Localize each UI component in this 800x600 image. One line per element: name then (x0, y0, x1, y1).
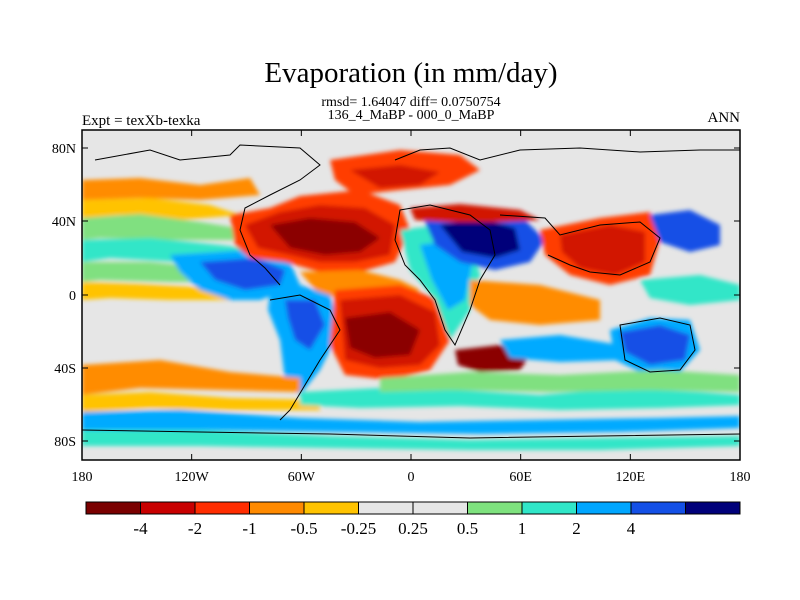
colorbar-label: 4 (627, 519, 636, 538)
evaporation-field (82, 130, 740, 460)
colorbar: -4 -2 -1 -0.5 -0.25 0.25 0.5 1 2 4 (85, 501, 741, 538)
field-patch (270, 218, 380, 255)
coastlines (82, 144, 740, 439)
field-patch (300, 388, 740, 410)
field-patch (470, 280, 600, 325)
colorbar-label: -4 (133, 519, 148, 538)
colorbar-swatch (412, 501, 468, 515)
field-patch (82, 198, 240, 220)
colorbar-swatch (521, 501, 577, 515)
colorbar-swatch (140, 501, 196, 515)
colorbar-swatch (358, 501, 414, 515)
field-patch (82, 178, 260, 200)
colorbar-label: 1 (518, 519, 527, 538)
x-tick-label: 0 (408, 470, 415, 485)
x-tick-label: 60W (288, 470, 316, 485)
colorbar-label: -1 (242, 519, 256, 538)
field-patch (650, 210, 720, 252)
field-patch (440, 218, 520, 258)
colorbar-swatch (303, 501, 359, 515)
colorbar-label: -2 (188, 519, 202, 538)
experiment-label: Expt = texXb-texka (82, 113, 201, 129)
field-patch (82, 360, 300, 395)
stats-line: rmsd= 1.64047 diff= 0.0750754 (321, 95, 500, 110)
field-patch (82, 214, 250, 240)
field-patch (82, 282, 260, 300)
x-tick-label: 60E (509, 470, 532, 485)
y-tick-label: 0 (69, 289, 76, 304)
field-patch (560, 225, 645, 275)
field-patch (350, 165, 440, 188)
field-patch (200, 258, 285, 290)
colorbar-swatch (467, 501, 523, 515)
colorbar-swatch (685, 501, 741, 515)
colorbar-swatch (630, 501, 686, 515)
field-patch (82, 392, 320, 412)
field-patch (620, 325, 690, 365)
axis-ticks: 80N 40N 0 40S 80S 180 120W 60W 0 60E 120E 180 (52, 130, 751, 485)
colorbar-swatch (576, 501, 632, 515)
x-tick-label: 180 (730, 470, 751, 485)
x-tick-label: 120E (616, 470, 646, 485)
colorbar-label: 0.5 (457, 519, 478, 538)
field-patch (640, 275, 740, 305)
colorbar-swatch (249, 501, 305, 515)
field-patch (285, 300, 325, 350)
field-patch (380, 370, 740, 392)
x-tick-label: 180 (72, 470, 93, 485)
y-tick-label: 80S (54, 435, 76, 450)
colorbar-swatch (85, 501, 141, 515)
field-patch (82, 430, 740, 450)
x-tick-label: 120W (175, 470, 210, 485)
y-tick-label: 40S (54, 362, 76, 377)
season-label: ANN (708, 110, 741, 126)
subtitle: 136_4_MaBP - 000_0_MaBP (328, 108, 495, 123)
field-patch (345, 312, 420, 358)
field-patch (500, 335, 620, 362)
y-tick-label: 40N (52, 215, 76, 230)
colorbar-label: -0.25 (341, 519, 376, 538)
field-patch (82, 410, 740, 434)
colorbar-label: -0.5 (291, 519, 318, 538)
colorbar-label: 0.25 (398, 519, 428, 538)
y-tick-label: 80N (52, 142, 76, 157)
colorbar-label: 2 (572, 519, 581, 538)
colorbar-swatch (194, 501, 250, 515)
plot-title: Evaporation (in mm/day) (264, 57, 557, 89)
